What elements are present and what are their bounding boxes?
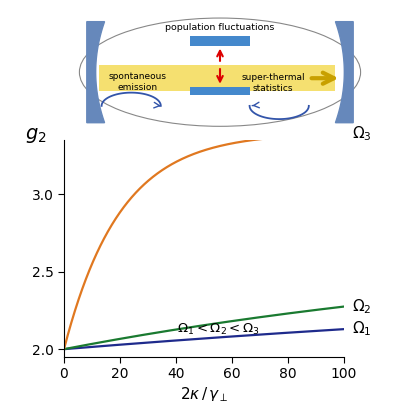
Text: $\Omega_2$: $\Omega_2$ bbox=[352, 297, 372, 316]
Polygon shape bbox=[87, 22, 104, 123]
Text: spontaneous
emission: spontaneous emission bbox=[108, 72, 166, 91]
Text: population fluctuations: population fluctuations bbox=[165, 23, 275, 32]
Bar bbox=[190, 87, 250, 95]
Bar bbox=[99, 65, 336, 91]
Bar bbox=[190, 36, 250, 46]
Polygon shape bbox=[336, 22, 353, 123]
X-axis label: $2\kappa\,/\,\gamma_{\perp}$: $2\kappa\,/\,\gamma_{\perp}$ bbox=[180, 385, 228, 401]
Text: $\Omega_1$: $\Omega_1$ bbox=[352, 320, 372, 338]
Text: $\Omega_3$: $\Omega_3$ bbox=[352, 125, 372, 144]
Text: super-thermal
statistics: super-thermal statistics bbox=[242, 73, 305, 93]
Text: $\Omega_1 < \Omega_2 < \Omega_3$: $\Omega_1 < \Omega_2 < \Omega_3$ bbox=[176, 322, 260, 336]
Text: $g_2$: $g_2$ bbox=[25, 126, 47, 145]
